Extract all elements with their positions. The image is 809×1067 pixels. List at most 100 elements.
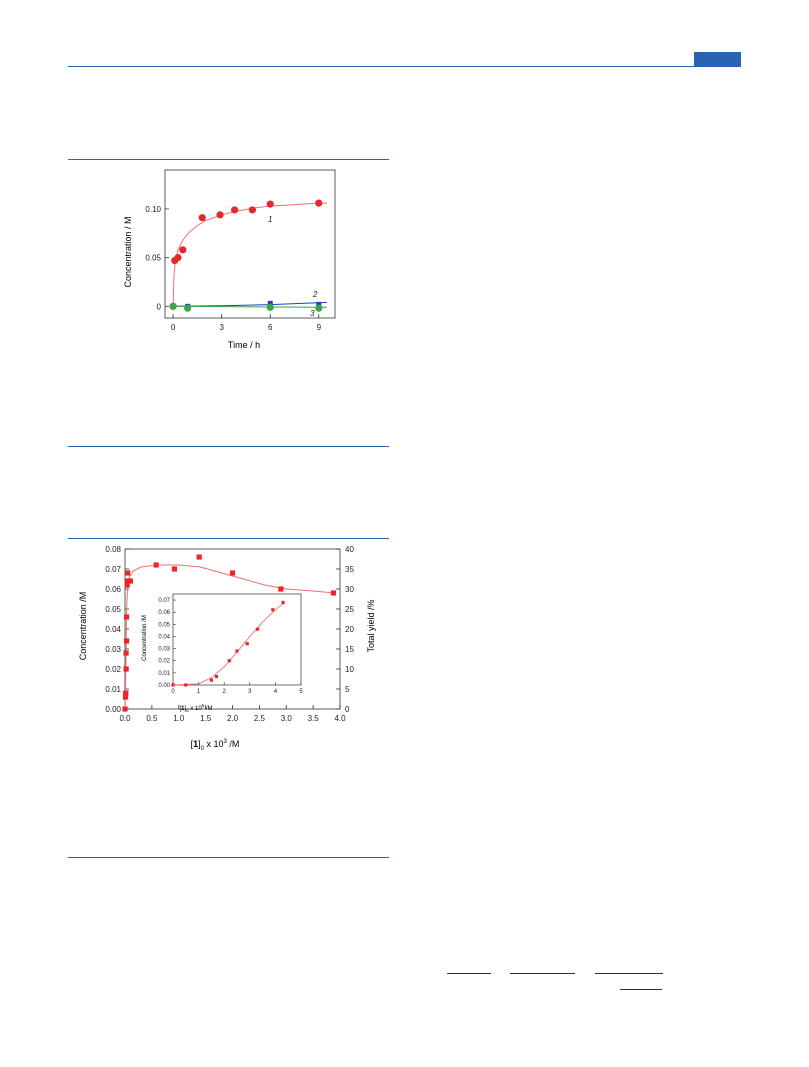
- x-tick-label: 9: [317, 323, 322, 332]
- y-tick-label: 0.00: [105, 705, 121, 714]
- x-tick-label: 3: [219, 323, 224, 332]
- x-tick-label: 6: [268, 323, 273, 332]
- y2-tick-label: 25: [345, 605, 354, 614]
- data-point: [235, 649, 239, 653]
- plot-frame: [164, 169, 336, 319]
- data-point: [330, 590, 337, 596]
- data-point: [125, 570, 131, 576]
- y-tick-label: 0.01: [105, 685, 121, 694]
- y-axis-label: Concentration /M: [78, 592, 88, 661]
- x-tick-label: 2.0: [227, 714, 239, 723]
- x-tick-label: 0.0: [119, 714, 131, 723]
- y2-axis-label: Total yield /%: [366, 599, 376, 652]
- figure-2-top-rule: [68, 538, 389, 539]
- data-point: [315, 199, 323, 207]
- header-tab: [694, 52, 741, 67]
- data-point: [271, 608, 275, 612]
- data-point: [124, 638, 130, 644]
- x-tick-label: 0: [171, 323, 176, 332]
- equation-fraction-bar: [447, 973, 491, 974]
- inset-x-tick-label: 4: [274, 689, 278, 695]
- inset-y-tick-label: 0.07: [158, 598, 170, 604]
- data-point: [278, 586, 284, 592]
- data-point: [255, 627, 260, 631]
- data-point: [169, 302, 177, 310]
- x-axis-label: [1]0 x 103 /M: [191, 739, 240, 752]
- inset-y-tick-label: 0.04: [158, 634, 170, 640]
- y-tick-label: 0.06: [105, 585, 121, 594]
- data-point: [124, 614, 130, 620]
- inset-x-tick-label: 0: [171, 689, 175, 695]
- x-tick-label: 3.0: [281, 714, 293, 723]
- series-label-2: 2: [312, 290, 318, 299]
- y-tick-label: 0.10: [145, 205, 161, 214]
- x-tick-label: 3.5: [308, 714, 320, 723]
- equation-fraction-bar: [620, 989, 662, 990]
- data-point: [245, 642, 249, 646]
- header-rule: [68, 66, 741, 67]
- figure-1-top-rule: [68, 159, 389, 160]
- data-point: [179, 246, 187, 254]
- y2-tick-label: 5: [345, 685, 350, 694]
- data-point: [198, 214, 206, 222]
- y2-tick-label: 35: [345, 565, 354, 574]
- data-point: [315, 304, 323, 312]
- data-point: [196, 554, 202, 560]
- data-point: [127, 578, 133, 584]
- x-axis-label: Time / h: [228, 340, 260, 350]
- data-point: [153, 562, 159, 568]
- figure-2-bottom-rule: [68, 857, 389, 858]
- y-axis-label: Concentration / M: [123, 216, 133, 287]
- data-point: [214, 674, 219, 679]
- y2-tick-label: 10: [345, 665, 354, 674]
- inset-frame: [172, 593, 302, 686]
- data-point: [123, 666, 129, 672]
- y-tick-label: 0.07: [105, 565, 121, 574]
- data-point: [248, 206, 257, 214]
- data-point: [123, 690, 129, 696]
- equation-fraction-bar: [510, 973, 575, 974]
- data-point: [124, 582, 130, 588]
- data-point: [125, 578, 131, 584]
- inset-y-tick-label: 0.05: [158, 622, 170, 628]
- data-point: [123, 650, 129, 656]
- y-tick-label: 0: [157, 302, 162, 311]
- inset-y-tick-label: 0.00: [158, 683, 170, 689]
- y-tick-label: 0.05: [145, 254, 161, 263]
- y-tick-label: 0.08: [105, 545, 121, 554]
- data-point: [229, 570, 236, 576]
- y2-tick-label: 20: [345, 625, 354, 634]
- data-point: [231, 206, 239, 214]
- inset-y-tick-label: 0.02: [158, 659, 170, 665]
- series-label-3: 3: [310, 309, 315, 318]
- fit-line: [173, 305, 327, 308]
- y-tick-label: 0.05: [105, 605, 121, 614]
- fit-line: [172, 202, 327, 307]
- data-point: [171, 683, 175, 687]
- y2-tick-label: 40: [345, 545, 354, 554]
- inset-y-axis-label: Concentration /M: [142, 615, 148, 661]
- y-tick-label: 0.03: [105, 645, 121, 654]
- data-point: [184, 683, 188, 687]
- data-point: [266, 303, 274, 311]
- data-point: [227, 659, 231, 663]
- x-tick-label: 2.5: [254, 714, 266, 723]
- data-point: [171, 566, 178, 572]
- data-point: [316, 301, 322, 307]
- concentration-yield-chart: 0.0 0.5 1.0 1.5 2.0 2.5 3.0 3.5 4.0 0.00 0.01 0.02 0…: [78, 545, 376, 752]
- data-point: [174, 254, 182, 262]
- inset-x-tick-label: 2: [223, 689, 227, 695]
- concentration-time-chart: 0 3 6 9 0 0.05 0.10 1 2 3 Concentration / M Time …: [123, 169, 336, 350]
- inset-x-axis-label: [1]0 x 105 /M: [179, 703, 212, 713]
- x-tick-label: 4.0: [334, 714, 346, 723]
- inset-x-tick-label: 5: [299, 689, 303, 695]
- data-point: [281, 600, 285, 605]
- x-tick-label: 1.5: [200, 714, 212, 723]
- inset-x-tick-label: 3: [248, 689, 252, 695]
- data-point: [122, 706, 128, 712]
- x-tick-label: 1.0: [173, 714, 185, 723]
- data-point: [266, 200, 274, 208]
- inset-y-tick-label: 0.01: [158, 671, 170, 677]
- inset-x-tick-label: 1: [197, 689, 201, 695]
- y-tick-label: 0.02: [105, 665, 121, 674]
